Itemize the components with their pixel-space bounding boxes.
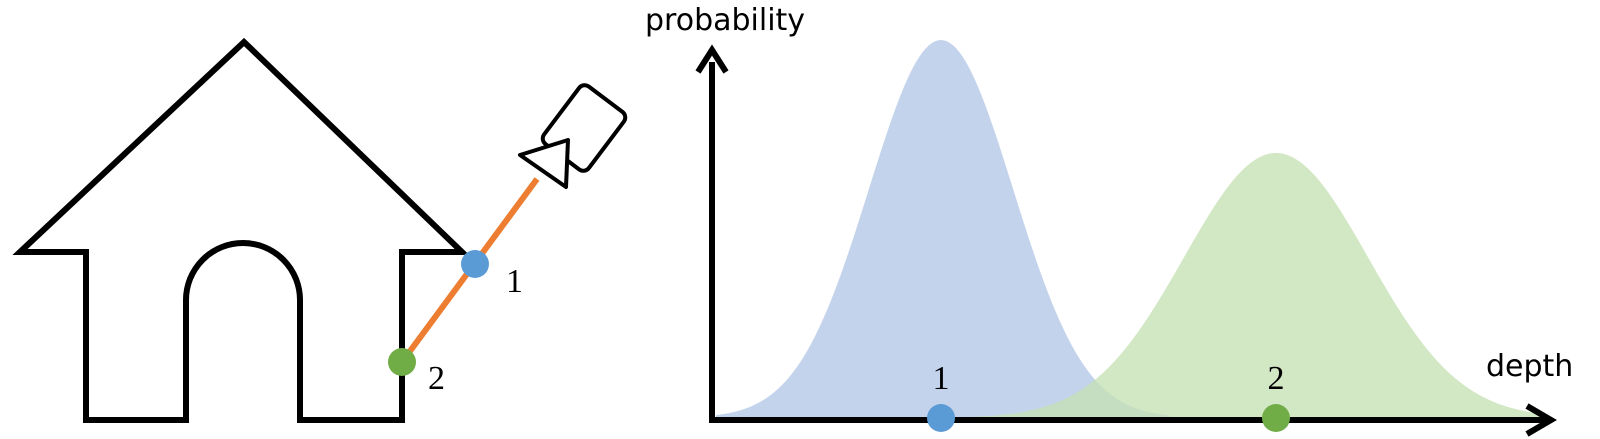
x-axis-arrowhead: [1525, 403, 1557, 437]
distribution-curve-2: [960, 153, 1545, 418]
surface-point-1-label: 1: [506, 263, 523, 300]
surface-point-1: [461, 250, 489, 278]
x-axis-label: depth: [1486, 349, 1573, 384]
y-axis-arrowhead: [695, 44, 729, 74]
distribution-curve-1: [716, 40, 1170, 418]
plot-axes: [695, 44, 1557, 437]
scene-panel: 1 2: [12, 37, 628, 423]
surface-point-2-label: 2: [428, 360, 445, 397]
house-outline: [12, 37, 470, 423]
y-axis-label: probability: [645, 3, 805, 38]
depth-point-2: [1262, 404, 1290, 432]
depth-point-1-label: 1: [933, 360, 950, 397]
camera-icon: [518, 83, 628, 189]
depth-point-2-label: 2: [1268, 360, 1285, 397]
depth-point-1: [927, 404, 955, 432]
plot-panel: probability depth 1 2: [645, 3, 1573, 437]
surface-point-2: [388, 348, 416, 376]
house-icon: [12, 37, 470, 423]
camera-lens: [518, 138, 570, 189]
